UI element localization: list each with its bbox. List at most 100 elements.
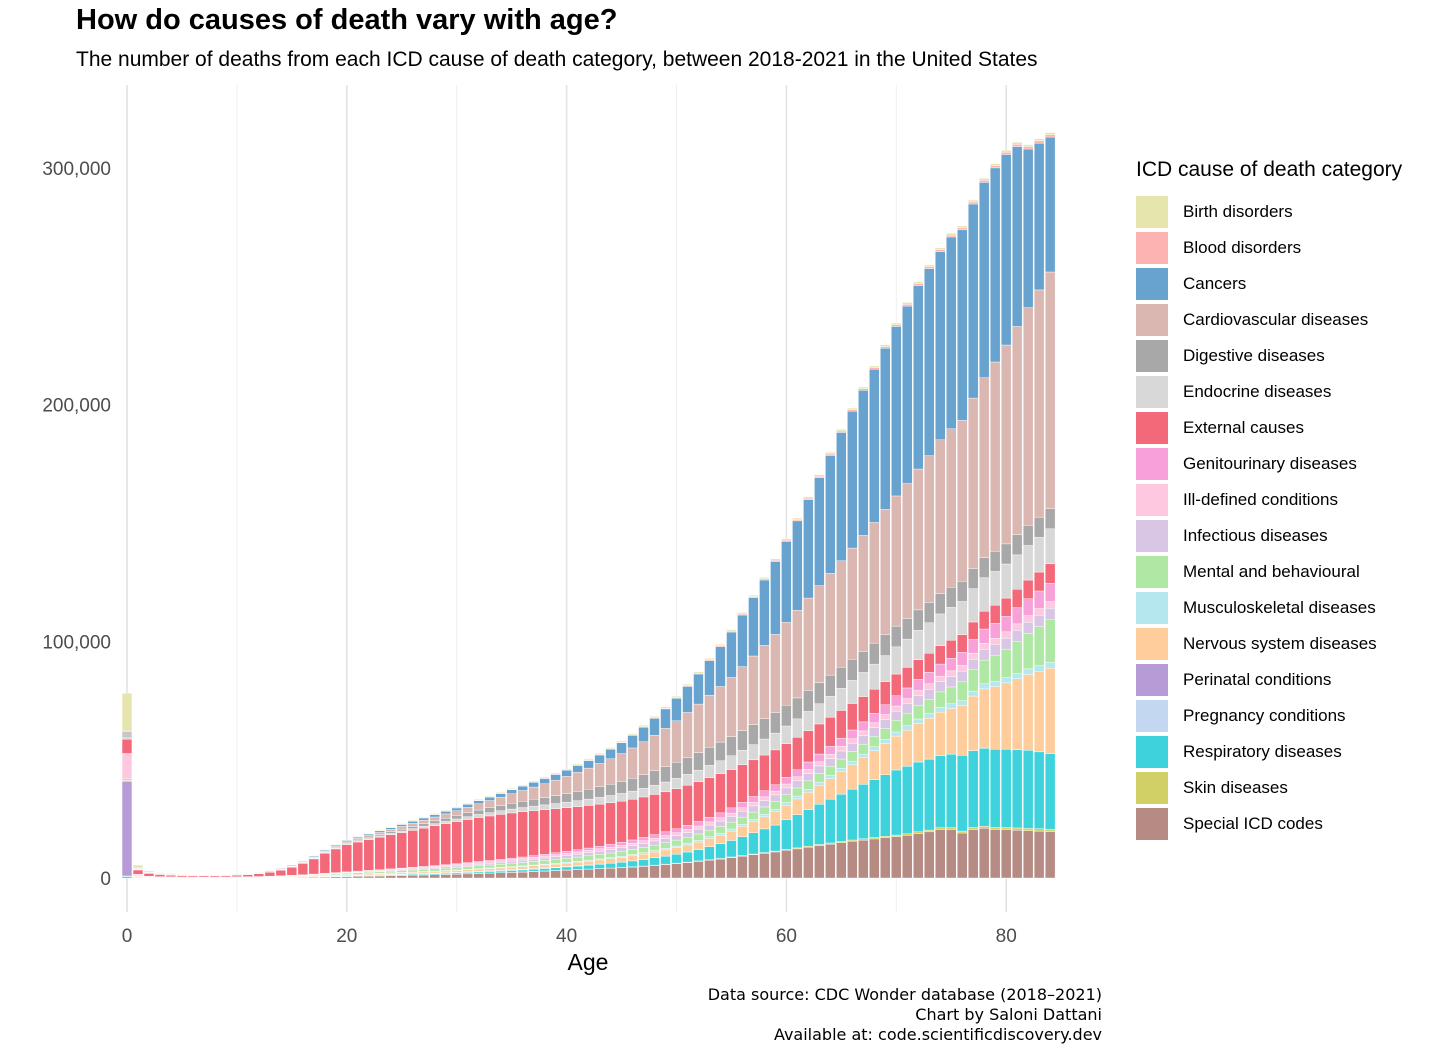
bar-segment — [682, 843, 693, 846]
bar-segment — [671, 832, 682, 836]
bar-segment — [935, 251, 946, 441]
bar-segment — [748, 832, 759, 855]
legend-item: Digestive diseases — [1136, 338, 1446, 374]
bar-segment — [935, 663, 946, 677]
bar-segment — [748, 805, 759, 813]
bar-segment — [682, 851, 693, 863]
bar-segment — [429, 874, 440, 879]
bar-segment — [715, 826, 726, 834]
bar-segment — [869, 746, 880, 751]
bar-segment — [407, 826, 418, 829]
bar-segment — [682, 862, 693, 879]
bar-segment — [990, 644, 1001, 656]
legend-swatch — [1136, 808, 1168, 840]
bar-segment — [880, 681, 891, 705]
bar-segment — [473, 871, 484, 874]
bar-segment — [1012, 827, 1023, 831]
bar-segment — [572, 791, 583, 801]
bar-segment — [418, 817, 429, 821]
bar-segment — [1034, 665, 1045, 672]
bar-segment — [385, 870, 396, 874]
bar-segment — [825, 455, 836, 574]
bar-segment — [638, 788, 649, 798]
bar-segment — [561, 801, 572, 808]
legend-swatch — [1136, 628, 1168, 660]
bar-segment — [814, 477, 825, 586]
bar-segment — [594, 846, 605, 850]
bar-segment — [693, 861, 704, 879]
bar-segment — [935, 711, 946, 756]
bar-segment — [924, 717, 935, 760]
bar-segment — [517, 866, 528, 870]
bar-segment — [473, 862, 484, 865]
bar-segment — [968, 669, 979, 692]
bar-segment — [231, 875, 243, 878]
bar-segment — [440, 823, 451, 865]
bar-segment — [638, 853, 649, 860]
bar-segment — [594, 854, 605, 860]
bar-segment — [1012, 534, 1023, 556]
bar-segment — [968, 829, 979, 879]
bar-segment — [495, 860, 506, 863]
bar-segment — [847, 760, 858, 765]
bar-segment — [858, 721, 869, 732]
bar-segment — [616, 753, 627, 782]
bar-segment — [957, 681, 968, 701]
caption-url: Available at: code.scientificdiscovery.d… — [773, 1025, 1102, 1044]
bar-segment — [660, 835, 671, 839]
bar-segment — [363, 833, 374, 836]
bar-segment — [539, 797, 550, 806]
bar-segment — [891, 326, 902, 497]
bar-segment — [803, 761, 814, 770]
bar-segment — [1023, 750, 1034, 829]
bar-segment — [363, 832, 374, 835]
bar-segment — [682, 844, 693, 853]
bar-segment — [319, 849, 330, 851]
bar-segment — [902, 725, 913, 731]
bar-segment — [902, 703, 913, 714]
bar-segment — [726, 828, 737, 832]
bar-segment — [660, 706, 671, 709]
bar-segment — [990, 749, 1001, 828]
bar-segment — [583, 798, 594, 806]
bar-segment — [847, 788, 858, 841]
bar-segment — [869, 722, 880, 728]
bar-segment — [495, 870, 506, 873]
bar-segment — [550, 856, 561, 860]
bar-segment — [528, 861, 539, 866]
bar-segment — [946, 232, 957, 236]
bar-segment — [1001, 682, 1012, 750]
bar-segment — [1012, 623, 1023, 631]
legend-item: Special ICD codes — [1136, 806, 1446, 842]
bar-segment — [836, 793, 847, 842]
bar-segment — [715, 812, 726, 819]
bar-segment — [869, 779, 880, 838]
bar-segment — [462, 863, 473, 866]
bar-segment — [1012, 144, 1023, 147]
bar-segment — [869, 369, 880, 523]
bar-segment — [451, 810, 462, 816]
bar-segment — [539, 855, 550, 859]
bar-segment — [759, 754, 770, 791]
bar-segment — [572, 849, 583, 853]
bar-segment — [1023, 621, 1034, 634]
bar-segment — [451, 806, 462, 808]
bar-segment — [506, 793, 517, 804]
bar-segment — [572, 851, 583, 855]
bar-segment — [825, 695, 836, 718]
bar-segment — [451, 867, 462, 871]
bar-segment — [1034, 751, 1045, 829]
bar-segment — [1034, 138, 1045, 142]
bar-segment — [385, 875, 396, 879]
bar-segment — [616, 742, 627, 754]
bar-segment — [836, 688, 847, 711]
bar-segment — [1023, 830, 1034, 879]
bar-segment — [495, 862, 506, 865]
bar-segment — [484, 807, 495, 813]
bar-segment — [649, 838, 660, 842]
bar-segment — [935, 829, 946, 879]
bar-segment — [847, 411, 858, 549]
bar-segment — [1023, 148, 1034, 308]
bar-segment — [792, 520, 803, 611]
bar-segment — [803, 730, 814, 763]
